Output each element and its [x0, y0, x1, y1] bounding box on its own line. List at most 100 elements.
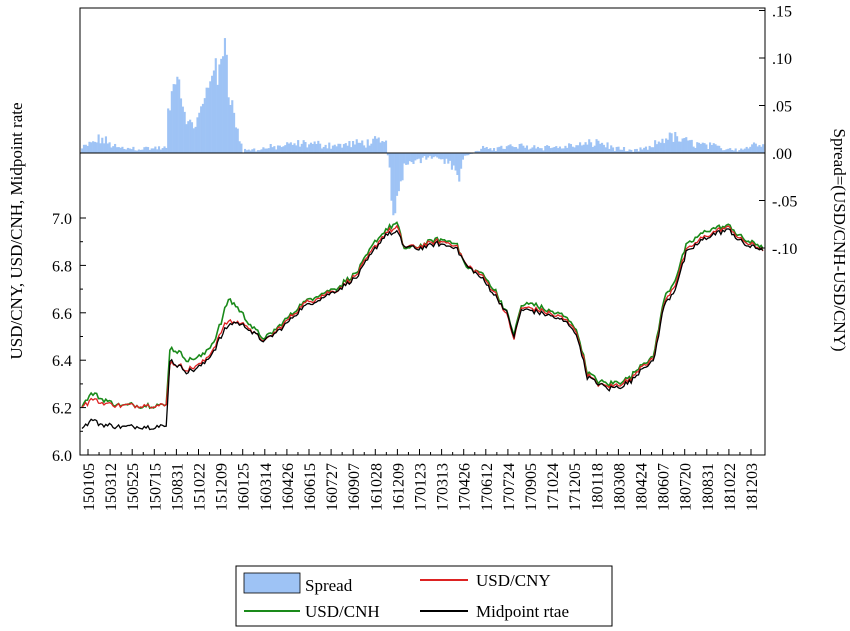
spread-bar: [698, 142, 701, 153]
spread-bar: [703, 143, 706, 153]
spread-bar: [676, 136, 679, 153]
spread-bar: [291, 144, 294, 153]
spread-bar: [551, 147, 554, 153]
x-axis-tick-label: 170426: [457, 463, 474, 511]
spread-bar: [233, 112, 236, 153]
x-axis-tick-label: 180831: [700, 463, 717, 511]
spread-bar: [119, 147, 122, 153]
spread-bar: [244, 148, 247, 153]
spread-bar: [203, 98, 206, 153]
legend-label-usd-cnh: USD/CNH: [305, 602, 380, 621]
spread-bar: [205, 87, 208, 153]
x-axis-tick-label: 180720: [678, 463, 695, 511]
spread-bar: [624, 151, 627, 153]
spread-bar: [516, 148, 519, 153]
spread-bar: [355, 139, 358, 153]
spread-bar: [549, 148, 552, 153]
spread-bar: [529, 148, 532, 153]
spread-bar: [333, 144, 336, 153]
spread-bar: [350, 147, 353, 153]
spread-bar: [588, 139, 591, 153]
spread-bar: [648, 145, 651, 153]
spread-bar: [278, 145, 281, 153]
rate-lines: [81, 221, 764, 431]
spread-bar: [452, 153, 455, 166]
spread-bar: [337, 143, 340, 153]
spread-bar: [163, 146, 166, 153]
spread-bar: [681, 138, 684, 153]
spread-bar: [714, 144, 717, 153]
spread-bar: [370, 143, 373, 153]
right-axis: .15 .10 .05 .00 -.05 -.10: [759, 4, 797, 258]
spread-bar: [502, 148, 505, 153]
spread-bar: [558, 146, 562, 153]
spread-bar: [524, 147, 527, 153]
legend: Spread USD/CNY USD/CNH Midpoint rtae: [235, 565, 613, 627]
spread-bar: [225, 54, 228, 153]
spread-bar: [482, 145, 485, 153]
spread-bar: [718, 145, 721, 153]
spread-bar: [405, 153, 408, 165]
spread-bar: [421, 153, 424, 158]
spread-bar: [465, 153, 468, 156]
spread-bar: [654, 140, 657, 153]
spread-bar: [386, 153, 389, 156]
spread-bar: [511, 146, 514, 153]
spread-bar: [192, 128, 195, 153]
spread-bar: [445, 153, 448, 159]
spread-bar: [639, 147, 642, 153]
spread-bar: [430, 153, 433, 159]
spread-bar: [384, 140, 388, 153]
spread-bar: [456, 153, 459, 176]
spread-bar: [417, 153, 421, 159]
spread-bar: [577, 145, 580, 153]
spread-bar: [533, 145, 536, 153]
spread-bar: [685, 137, 688, 153]
spread-bar: [150, 148, 153, 153]
spread-bar: [165, 147, 168, 153]
spread-bar: [661, 138, 664, 153]
spread-bar: [335, 146, 338, 153]
spread-bar: [253, 148, 256, 153]
spread-bar: [326, 148, 329, 153]
spread-bar: [712, 143, 715, 153]
spread-bar: [487, 149, 490, 153]
spread-bar: [262, 147, 265, 153]
spread-bar: [342, 144, 345, 153]
spread-bar: [269, 144, 272, 153]
spread-bar: [560, 148, 563, 153]
spread-bar: [527, 149, 530, 153]
spread-bar: [302, 140, 305, 153]
spread-bar: [677, 141, 681, 153]
spread-bar: [657, 141, 660, 153]
right-axis-tick-label: .15: [772, 4, 792, 21]
spread-bar: [525, 145, 529, 153]
spread-bar: [730, 149, 734, 153]
x-axis-tick-label: 160615: [302, 463, 319, 511]
spread-bar: [575, 145, 578, 153]
spread-bar: [447, 153, 450, 164]
spread-bar: [571, 146, 574, 153]
spread-bar: [363, 145, 366, 153]
x-axis-tick-label: 180118: [589, 463, 606, 510]
spread-bar: [108, 142, 111, 153]
spread-bar: [736, 151, 739, 153]
spread-bar: [183, 111, 186, 153]
x-axis: 150105 150312 150525 150715 150831 151022 1512…: [81, 449, 761, 511]
spread-bar: [293, 143, 296, 153]
spread-bar: [505, 146, 508, 153]
spread-bar: [613, 151, 616, 153]
spread-bar: [218, 64, 221, 153]
legend-label-spread: Spread: [305, 576, 353, 595]
spread-bar: [403, 153, 406, 164]
spread-bar: [179, 98, 183, 153]
spread-bar: [635, 148, 638, 153]
spread-bar: [701, 142, 704, 153]
spread-bar: [432, 153, 435, 158]
spread-bar: [379, 142, 382, 153]
x-axis-tick-label: 161209: [390, 463, 407, 511]
spread-bar: [438, 153, 441, 159]
spread-bar: [275, 149, 278, 153]
spread-bar: [427, 153, 430, 158]
spread-bar: [375, 138, 378, 153]
